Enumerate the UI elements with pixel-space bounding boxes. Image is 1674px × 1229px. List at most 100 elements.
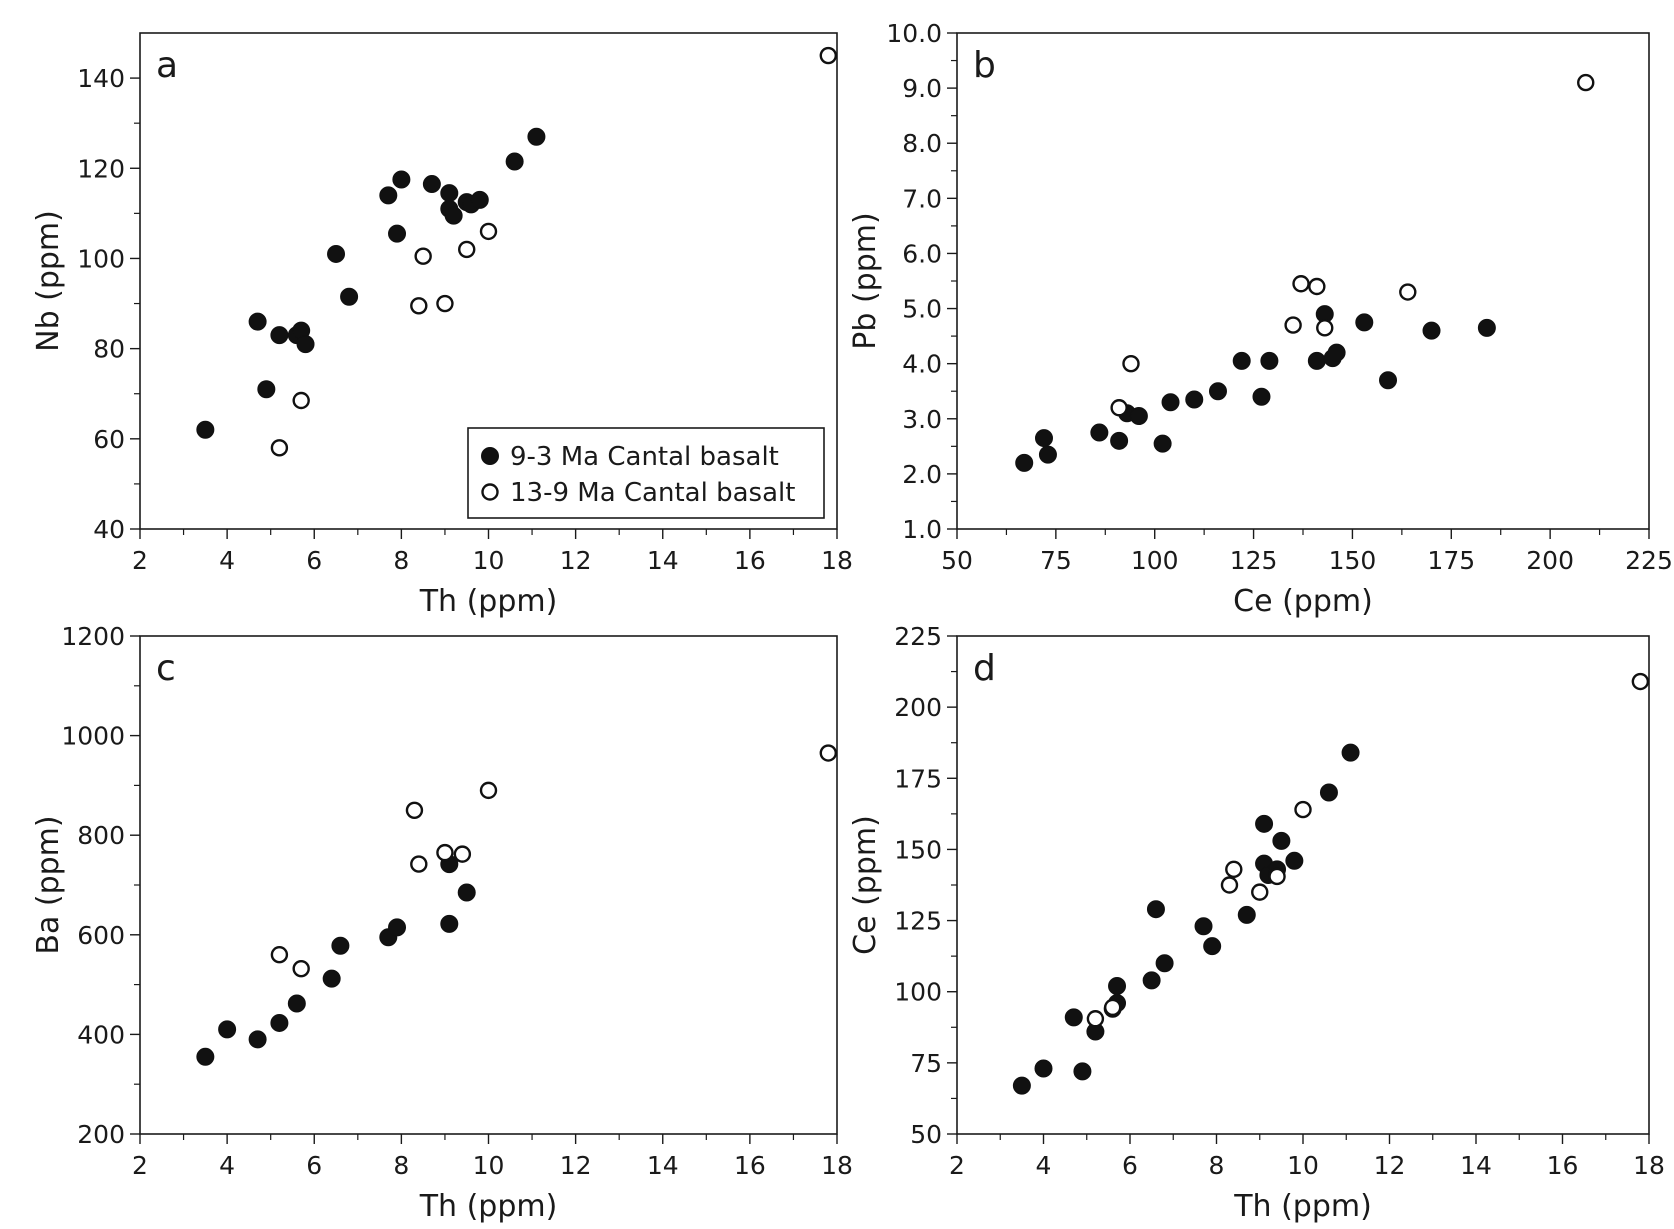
data-point-13-9-ma (1577, 73, 1595, 92)
x-tick-label: 8 (1209, 1151, 1225, 1180)
y-tick-label: 200 (894, 693, 942, 722)
data-point-13-9-ma (819, 46, 837, 65)
data-point-9-3-ma (1129, 407, 1148, 426)
x-tick-label: 100 (1131, 546, 1179, 575)
y-tick-label: 10.0 (886, 19, 942, 48)
data-point-9-3-ma (444, 206, 463, 225)
data-point-9-3-ma (270, 326, 289, 345)
legend-label: 9-3 Ma Cantal basalt (510, 442, 779, 472)
data-point-9-3-ma (1355, 313, 1374, 332)
data-point-9-3-ma (1255, 814, 1274, 833)
data-point-9-3-ma (1272, 831, 1291, 850)
x-tick-label: 225 (1625, 546, 1673, 575)
data-point-13-9-ma (1308, 277, 1326, 296)
x-tick-label: 6 (1122, 1151, 1138, 1180)
x-tick-label: 200 (1526, 546, 1574, 575)
data-point-9-3-ma (1285, 851, 1304, 870)
data-point-13-9-ma (1220, 876, 1239, 894)
x-tick-label: 12 (560, 1151, 592, 1180)
data-point-13-9-ma (410, 855, 428, 873)
y-tick-label: 225 (894, 622, 942, 651)
x-axis-title: Th (ppm) (419, 1189, 558, 1224)
data-point-13-9-ma (292, 391, 310, 410)
data-point-9-3-ma (1422, 321, 1441, 340)
x-tick-label: 4 (219, 546, 235, 575)
y-tick-label: 4.0 (902, 350, 942, 379)
y-axis-title: Ba (ppm) (31, 815, 66, 954)
data-point-13-9-ma (1251, 883, 1269, 901)
data-point-9-3-ma (1015, 453, 1034, 472)
x-tick-label: 2 (132, 546, 148, 575)
legend-label: 13-9 Ma Cantal basalt (510, 478, 795, 508)
data-point-13-9-ma (1631, 672, 1650, 691)
data-point-9-3-ma (1034, 429, 1053, 448)
y-tick-label: 40 (93, 515, 125, 544)
data-point-9-3-ma (1038, 445, 1057, 464)
data-point-9-3-ma (257, 380, 276, 399)
y-tick-label: 200 (77, 1120, 125, 1149)
panel-letter: b (973, 45, 996, 86)
data-point-13-9-ma (414, 247, 432, 265)
y-tick-label: 100 (894, 978, 942, 1007)
y-tick-label: 7.0 (902, 184, 942, 213)
data-point-9-3-ma (1161, 393, 1180, 412)
data-point-13-9-ma (1086, 1010, 1105, 1028)
y-tick-label: 80 (93, 335, 125, 364)
legend: 9-3 Ma Cantal basalt 13-9 Ma Cantal basal… (467, 427, 825, 519)
x-tick-label: 10 (473, 546, 505, 575)
x-tick-label: 75 (1040, 546, 1072, 575)
data-point-13-9-ma (1294, 800, 1312, 819)
data-point-9-3-ma (527, 127, 546, 146)
x-axis-title: Th (ppm) (419, 584, 558, 619)
data-point-9-3-ma (1034, 1059, 1053, 1078)
data-point-9-3-ma (1379, 371, 1398, 390)
x-tick-label: 18 (821, 546, 853, 575)
y-tick-label: 120 (77, 154, 125, 183)
x-axis-title: Ce (ppm) (1233, 584, 1373, 619)
data-point-13-9-ma (819, 744, 837, 762)
data-point-13-9-ma (292, 959, 310, 978)
data-point-13-9-ma (1399, 283, 1417, 301)
x-tick-label: 14 (647, 1151, 679, 1180)
data-point-9-3-ma (287, 994, 306, 1013)
data-point-9-3-ma (1064, 1008, 1083, 1027)
y-tick-label: 75 (910, 1049, 942, 1078)
y-tick-label: 50 (910, 1120, 942, 1149)
data-point-9-3-ma (1477, 318, 1496, 337)
plot-frame (956, 635, 1650, 1135)
y-tick-label: 3.0 (902, 405, 942, 434)
x-tick-label: 16 (1547, 1151, 1579, 1180)
y-tick-label: 150 (894, 835, 942, 864)
data-point-9-3-ma (1252, 387, 1271, 406)
x-tick-label: 8 (393, 546, 409, 575)
data-point-9-3-ma (1194, 917, 1213, 936)
data-point-9-3-ma (1232, 351, 1251, 370)
y-axis-title: Ce (ppm) (848, 815, 883, 955)
data-point-13-9-ma (1225, 860, 1243, 879)
legend-box (467, 427, 825, 519)
x-tick-label: 12 (560, 546, 592, 575)
data-point-13-9-ma (410, 297, 428, 315)
x-tick-label: 2 (132, 1151, 148, 1180)
x-tick-label: 12 (1374, 1151, 1406, 1180)
data-point-9-3-ma (440, 184, 459, 203)
data-point-13-9-ma (436, 294, 454, 313)
x-tick-label: 14 (1460, 1151, 1492, 1180)
data-point-13-9-ma (1110, 399, 1128, 417)
data-point-9-3-ma (1108, 977, 1127, 996)
x-tick-label: 50 (941, 546, 973, 575)
data-point-9-3-ma (340, 287, 359, 306)
data-point-13-9-ma (1122, 354, 1140, 373)
x-tick-label: 4 (219, 1151, 235, 1180)
y-tick-label: 8.0 (902, 129, 942, 158)
x-tick-label: 175 (1427, 546, 1475, 575)
legend-marker-filled (481, 447, 499, 465)
data-point-9-3-ma (1012, 1076, 1031, 1095)
x-tick-label: 125 (1230, 546, 1278, 575)
x-axis-title: Th (ppm) (1233, 1189, 1372, 1224)
y-tick-label: 1.0 (902, 515, 942, 544)
data-point-9-3-ma (296, 335, 315, 354)
x-tick-label: 150 (1329, 546, 1377, 575)
data-point-9-3-ma (1208, 382, 1227, 401)
y-tick-label: 175 (894, 764, 942, 793)
